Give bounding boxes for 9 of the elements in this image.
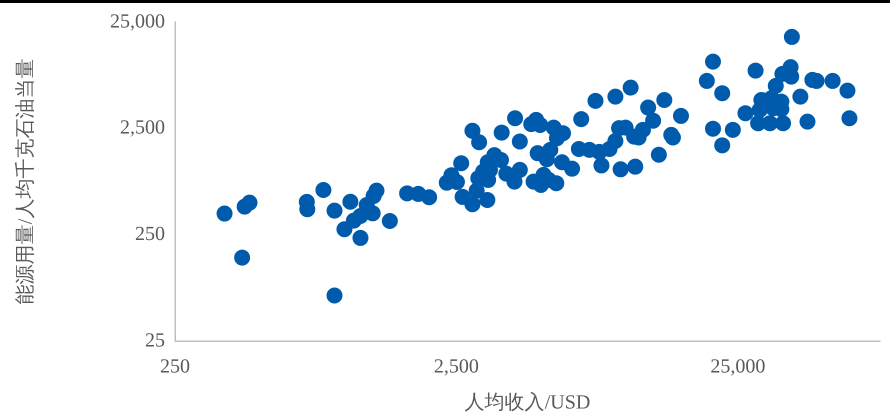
y-tick-label: 250 — [135, 222, 165, 245]
x-tick-label: 250 — [160, 355, 190, 378]
x-axis-title: 人均收入/USD — [464, 391, 590, 414]
x-tick-label: 25,000 — [710, 355, 766, 378]
y-tick-label: 25 — [145, 329, 165, 352]
y-tick-label: 2,500 — [120, 116, 165, 139]
y-axis-title: 能源用量/人均千克石油当量 — [14, 58, 36, 304]
x-tick-label: 2,500 — [434, 355, 479, 378]
y-tick-label: 25,000 — [110, 10, 165, 32]
